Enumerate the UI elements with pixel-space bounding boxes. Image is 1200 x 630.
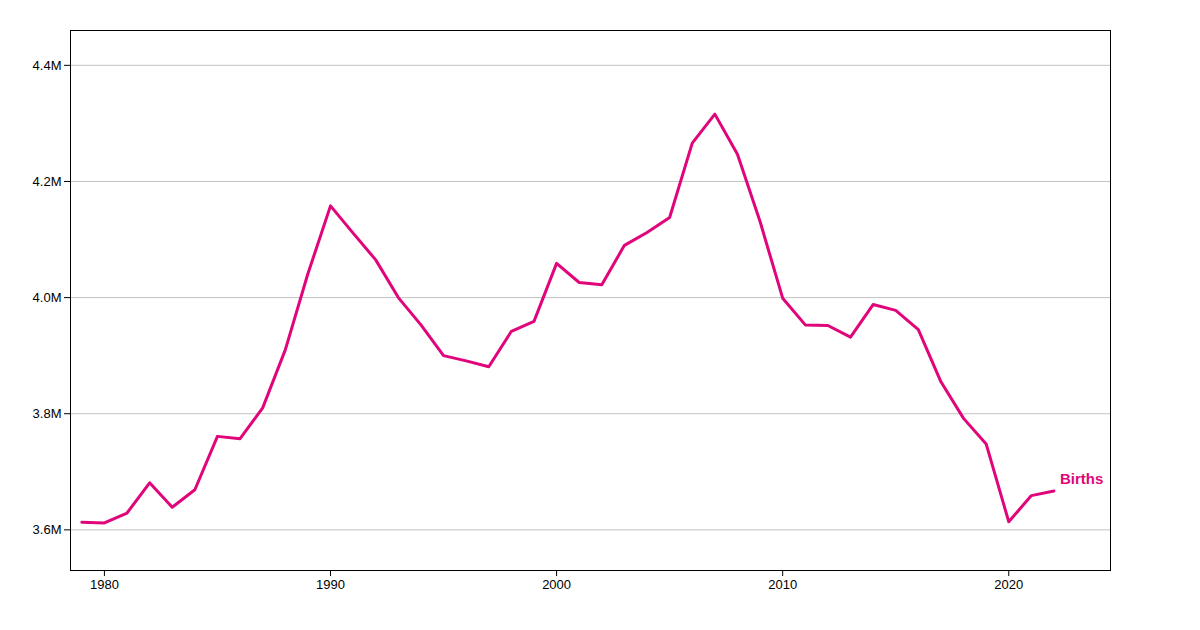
- svg-text:4.4M: 4.4M: [33, 57, 62, 72]
- svg-text:2010: 2010: [768, 577, 797, 592]
- svg-text:4.0M: 4.0M: [33, 290, 62, 305]
- svg-text:3.6M: 3.6M: [33, 522, 62, 537]
- svg-text:1980: 1980: [90, 577, 119, 592]
- svg-text:2020: 2020: [994, 577, 1023, 592]
- svg-text:1990: 1990: [316, 577, 345, 592]
- svg-text:4.2M: 4.2M: [33, 174, 62, 189]
- svg-text:2000: 2000: [542, 577, 571, 592]
- svg-text:3.8M: 3.8M: [33, 406, 62, 421]
- svg-text:Births: Births: [1060, 470, 1103, 487]
